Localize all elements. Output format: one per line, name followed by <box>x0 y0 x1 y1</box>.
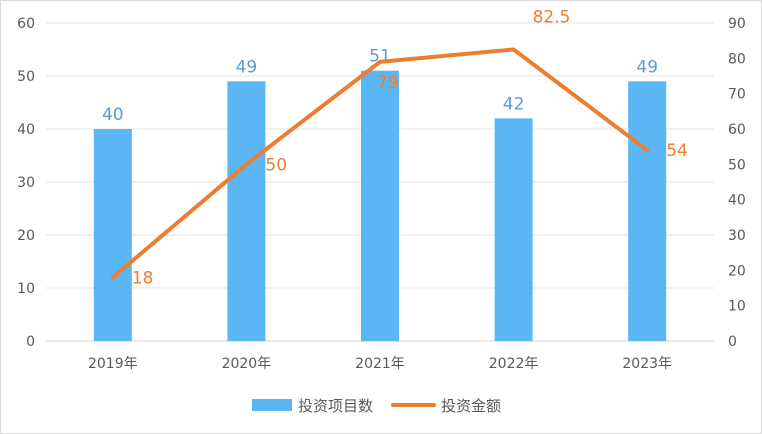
x-axis-tick-label: 2022年 <box>489 356 539 372</box>
right-axis-tick-label: 0 <box>728 334 737 350</box>
legend-swatch-bar <box>252 399 292 411</box>
right-axis-tick-label: 30 <box>728 228 746 244</box>
left-axis-tick-label: 50 <box>17 69 35 85</box>
left-axis-tick-label: 20 <box>17 228 35 244</box>
bar-data-label: 42 <box>503 94 525 114</box>
left-axis-tick-label: 60 <box>17 16 35 32</box>
line-data-label: 82.5 <box>533 8 571 28</box>
x-axis-tick-label: 2019年 <box>88 356 138 372</box>
bar <box>93 129 132 341</box>
bar <box>361 70 399 341</box>
right-axis-tick-label: 50 <box>728 157 746 173</box>
line-series <box>110 47 650 280</box>
bar-data-label: 40 <box>102 105 124 125</box>
left-axis-tick-label: 10 <box>17 281 35 297</box>
bar <box>628 81 667 342</box>
right-axis-tick-label: 70 <box>728 87 746 103</box>
bar-data-label: 49 <box>236 57 258 77</box>
right-axis-tick-label: 20 <box>728 263 746 279</box>
right-axis-tick-label: 80 <box>728 51 746 67</box>
left-axis-tick-label: 0 <box>26 334 35 350</box>
x-axis-tick-label: 2020年 <box>222 356 272 372</box>
x-axis-tick-label: 2023年 <box>622 356 672 372</box>
bar-data-label: 49 <box>636 57 658 77</box>
legend-label-bar: 投资项目数 <box>298 397 373 415</box>
left-axis-tick-label: 40 <box>17 122 35 138</box>
line-data-label: 18 <box>132 268 154 288</box>
left-axis-tick-label: 30 <box>17 175 35 191</box>
right-axis-tick-label: 90 <box>728 16 746 32</box>
legend-label-line: 投资金额 <box>441 397 501 415</box>
right-axis-tick-label: 60 <box>728 122 746 138</box>
x-axis-tick-label: 2021年 <box>355 356 405 372</box>
line-data-label: 54 <box>666 141 688 161</box>
right-axis-tick-label: 40 <box>728 193 746 209</box>
line-data-label: 50 <box>265 155 287 175</box>
bar <box>494 118 533 342</box>
line-data-label: 79 <box>377 73 399 93</box>
right-axis-tick-label: 10 <box>728 299 746 315</box>
bar <box>227 81 266 342</box>
